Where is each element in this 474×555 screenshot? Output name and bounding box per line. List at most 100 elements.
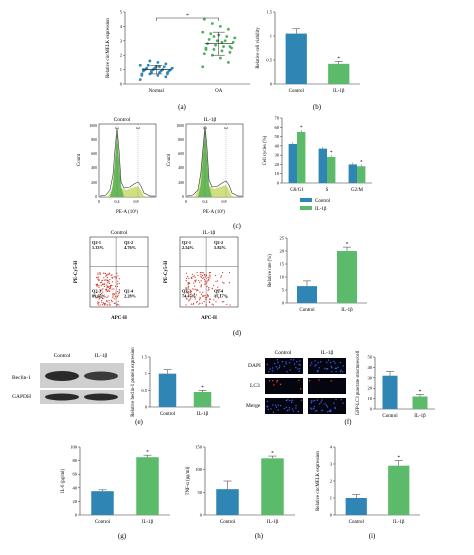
flow-event (207, 295, 209, 297)
flow-event (101, 279, 103, 282)
histogram-outline (99, 127, 155, 197)
flow-event (226, 296, 228, 299)
flow-event (118, 292, 121, 294)
flow-event (187, 292, 189, 294)
y-tick-label: 3 (120, 38, 123, 43)
flow-event (219, 294, 222, 296)
flow-event (106, 286, 108, 288)
fluorescence-dot (316, 399, 319, 401)
bar-i-1 (388, 465, 410, 515)
flow-event (102, 291, 104, 293)
y-tick-label: 20 (73, 499, 78, 504)
flow-event (108, 302, 110, 304)
fluorescence-tile-merge (265, 398, 303, 414)
flow-event (185, 286, 187, 289)
fluorescence-dot (340, 369, 342, 371)
flow-event (190, 292, 192, 294)
fluor-col-control: Control (275, 350, 292, 356)
fluorescence-dot (275, 406, 278, 408)
flow-event (118, 304, 120, 306)
apoptosis-frame (179, 236, 239, 308)
fluorescence-dot (335, 367, 338, 370)
y-tick-label: 0 (120, 82, 123, 87)
flow-event (103, 283, 105, 285)
fluorescence-dot (278, 365, 281, 367)
fluorescence-dot (339, 370, 342, 373)
flow-event (193, 288, 195, 291)
flow-event (226, 303, 228, 306)
y-tick-label: 10 (275, 171, 280, 176)
fluorescence-dot (289, 369, 291, 371)
fluorescence-dot (311, 408, 313, 410)
y-axis-label: Relative beclin-1 protein expression (131, 347, 136, 417)
significance-mark: * (201, 385, 204, 391)
flow-event (207, 280, 209, 282)
flow-event (205, 304, 207, 306)
gate-label-g1: G1 (115, 126, 120, 130)
fluorescence-dot (340, 399, 342, 401)
bar-g-0 (91, 491, 114, 515)
western-blot: Control IL-1β Beclin-1 GAPDH (12, 353, 124, 404)
flow-event (222, 281, 224, 283)
fluorescence-dot (331, 371, 333, 373)
flow-event (105, 279, 107, 281)
flow-event (198, 303, 200, 305)
flow-event (99, 273, 101, 275)
flow-event (114, 295, 116, 297)
y-tick-label: 0 (330, 513, 333, 518)
panel-label-a: (a) (178, 103, 186, 111)
scatter-point (222, 45, 225, 48)
flow-event (202, 272, 204, 274)
flow-event (105, 275, 107, 277)
fluorescence-dot (326, 406, 329, 408)
flow-event (209, 275, 211, 277)
flow-event (207, 296, 209, 298)
flow-event (117, 303, 119, 305)
flow-event (100, 299, 103, 301)
flow-event (199, 291, 201, 293)
fluorescence-dot (290, 401, 293, 403)
flow-event (195, 302, 198, 304)
fluorescence-dot (321, 409, 323, 412)
flow-event (190, 276, 192, 278)
flow-event (185, 280, 187, 282)
flow-cycle-ylabel-control: Count (77, 153, 82, 166)
flow-event (106, 288, 108, 290)
flow-event (201, 302, 203, 304)
flow-event (186, 290, 188, 292)
flow-event (111, 281, 113, 283)
flow-event (200, 280, 202, 282)
flow-event (205, 298, 207, 300)
y-tick-label: 15 (280, 262, 285, 267)
flow-event (118, 289, 120, 291)
flow-event (108, 304, 110, 306)
y-tick-label: 0 (277, 181, 280, 186)
flow-event (109, 286, 111, 288)
flow-event (99, 282, 102, 284)
flow-event (192, 275, 194, 278)
flow-event (106, 277, 108, 279)
flow-event (185, 304, 187, 306)
fluorescence-dot (333, 402, 335, 404)
flow-event (190, 298, 192, 300)
scatter-point (204, 48, 208, 51)
bar-e2-1 (193, 392, 212, 407)
y-tick-label: 100 (70, 445, 78, 450)
fluorescence-dot (342, 365, 344, 367)
flow-event (96, 291, 98, 294)
flow-cycle-ytick: 1000 (89, 124, 97, 128)
panel-label-b: (b) (313, 103, 322, 111)
flow-cycle-xlabel-il1b: PE-A (10³) (203, 209, 225, 215)
fluorescence-dot (272, 411, 275, 414)
fluorescence-dot (288, 362, 291, 364)
flow-event (187, 288, 189, 290)
flow-event (215, 280, 217, 283)
flow-event (108, 272, 111, 274)
scatter-point (201, 65, 205, 69)
flow-event (195, 294, 198, 296)
x-tick-label: G0/G1 (290, 188, 304, 193)
significance-mark: * (337, 56, 340, 62)
flow-event (206, 294, 209, 296)
x-tick-label: IL-1β (341, 308, 353, 313)
fluorescence-dot (330, 410, 332, 412)
